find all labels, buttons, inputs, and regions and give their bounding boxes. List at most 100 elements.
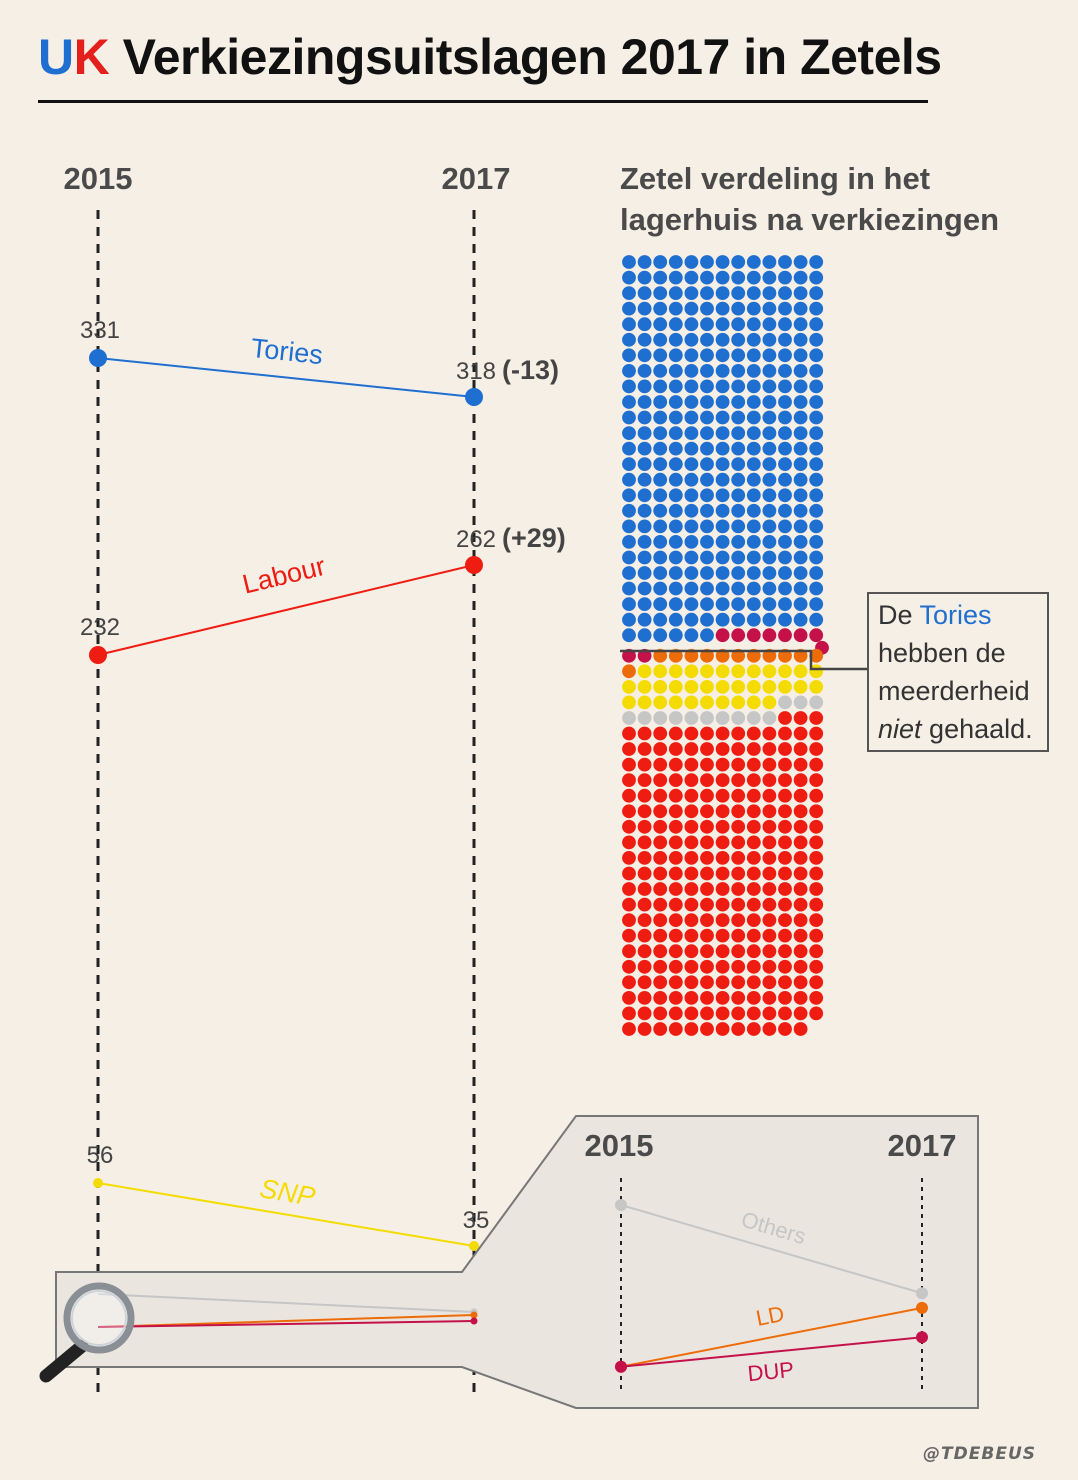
seat-dot-snp	[684, 695, 699, 710]
seat-dot-tories	[793, 348, 808, 363]
seat-dot-tories	[653, 488, 668, 503]
seat-dot-tories	[684, 348, 699, 363]
seat-dot-tories	[778, 286, 792, 300]
seat-dot-labour	[778, 1022, 792, 1036]
seat-dot-tories	[684, 550, 699, 565]
seat-dot-snp	[746, 680, 761, 694]
seat-dot-labour	[809, 711, 824, 725]
seat-dot-tories	[746, 581, 761, 596]
seat-dot-tories	[684, 317, 699, 332]
seat-dot-labour	[668, 804, 683, 819]
seat-dot-tories	[622, 441, 636, 456]
seat-dot-tories	[684, 301, 699, 316]
seat-dot-labour	[762, 726, 777, 741]
seat-dot-labour	[731, 788, 746, 803]
seat-dot-tories	[653, 301, 668, 316]
seat-dot-labour	[731, 882, 746, 896]
seat-dot-tories	[778, 503, 792, 518]
seat-dot-labour	[668, 913, 683, 927]
seat-dot-tories	[653, 581, 668, 596]
seat-dot-tories	[637, 566, 652, 580]
seat-dot-labour	[637, 959, 652, 974]
seat-dot-tories	[653, 519, 668, 534]
seat-dot-labour	[684, 804, 699, 819]
seat-dot-others	[793, 695, 808, 710]
seat-dot-tories	[731, 488, 746, 503]
seat-dot-labour	[637, 991, 652, 1005]
seat-dot-tories	[715, 255, 730, 269]
seat-dot-tories	[731, 426, 746, 440]
seat-dot-snp	[668, 680, 683, 694]
seat-dot-labour	[684, 851, 699, 865]
seat-dot-labour	[700, 913, 714, 927]
seat-dot-labour	[809, 882, 824, 896]
seat-dot-ld	[715, 648, 730, 663]
seat-dot-labour	[700, 897, 714, 912]
seat-dot-labour	[653, 835, 668, 850]
seat-dot-tories	[762, 441, 777, 456]
seat-dot-tories	[778, 612, 792, 627]
seat-dot-dup	[778, 628, 792, 643]
seat-dot-labour	[762, 851, 777, 865]
seat-dot-tories	[715, 472, 730, 487]
main-series-label-labour: Labour	[240, 551, 329, 600]
seat-dot-tories	[622, 566, 636, 580]
seat-dot-tories	[700, 612, 714, 627]
seat-dot-dup	[793, 628, 808, 643]
seat-dot-tories	[668, 426, 683, 440]
seat-dot-labour	[809, 897, 824, 912]
seat-dot-tories	[778, 550, 792, 565]
seat-dot-labour	[746, 1006, 761, 1021]
seat-dot-tories	[746, 301, 761, 316]
seat-dot-labour	[637, 944, 652, 959]
seat-dot-labour	[684, 882, 699, 896]
seat-dot-tories	[668, 503, 683, 518]
seat-dot-tories	[622, 581, 636, 596]
seat-dot-labour	[715, 1022, 730, 1036]
seat-dot-tories	[715, 488, 730, 503]
seat-dot-labour	[622, 944, 636, 959]
seat-dot-labour	[637, 788, 652, 803]
seat-dot-tories	[793, 488, 808, 503]
annotation-line-4: niet gehaald.	[878, 714, 1033, 744]
seat-dot-labour	[731, 975, 746, 990]
seat-dot-tories	[622, 628, 636, 643]
seat-dot-labour	[700, 991, 714, 1005]
seat-dot-labour	[668, 835, 683, 850]
seat-dot-tories	[622, 488, 636, 503]
seat-dot-labour	[778, 819, 792, 834]
seat-dot-tories	[746, 395, 761, 409]
zoom-funnel	[55, 1115, 979, 1409]
zoom-point-dup-2017	[916, 1331, 928, 1344]
seat-dot-tories	[809, 566, 824, 580]
seat-dot-labour	[731, 944, 746, 959]
seat-dot-tories	[731, 441, 746, 456]
seat-dot-tories	[622, 364, 636, 378]
seat-dot-labour	[793, 773, 808, 787]
seat-dot-tories	[622, 426, 636, 440]
seat-dot-tories	[809, 379, 824, 394]
seat-dot-dup	[731, 628, 746, 643]
seat-dot-tories	[684, 379, 699, 394]
seat-dot-tories	[809, 550, 824, 565]
seat-dot-labour	[778, 975, 792, 990]
seat-dot-tories	[809, 472, 824, 487]
seat-dot-tories	[700, 348, 714, 363]
seat-dot-tories	[653, 317, 668, 332]
seat-dot-tories	[653, 270, 668, 285]
seat-dot-labour	[715, 819, 730, 834]
seat-dot-labour	[622, 975, 636, 990]
seat-dot-labour	[762, 788, 777, 803]
seat-dot-snp	[793, 664, 808, 679]
seat-dot-tories	[762, 270, 777, 285]
seat-dot-tories	[793, 379, 808, 394]
seat-dot-tories	[653, 612, 668, 627]
seat-dot-tories	[700, 255, 714, 269]
main-point-tories-2017	[465, 388, 483, 406]
seat-dot-tories	[809, 426, 824, 440]
waffle-title-line2: lagerhuis na verkiezingen	[620, 202, 999, 237]
seat-dot-tories	[700, 410, 714, 425]
seat-dot-tories	[715, 535, 730, 549]
seat-dot-tories	[746, 255, 761, 269]
seat-dot-labour	[762, 773, 777, 787]
